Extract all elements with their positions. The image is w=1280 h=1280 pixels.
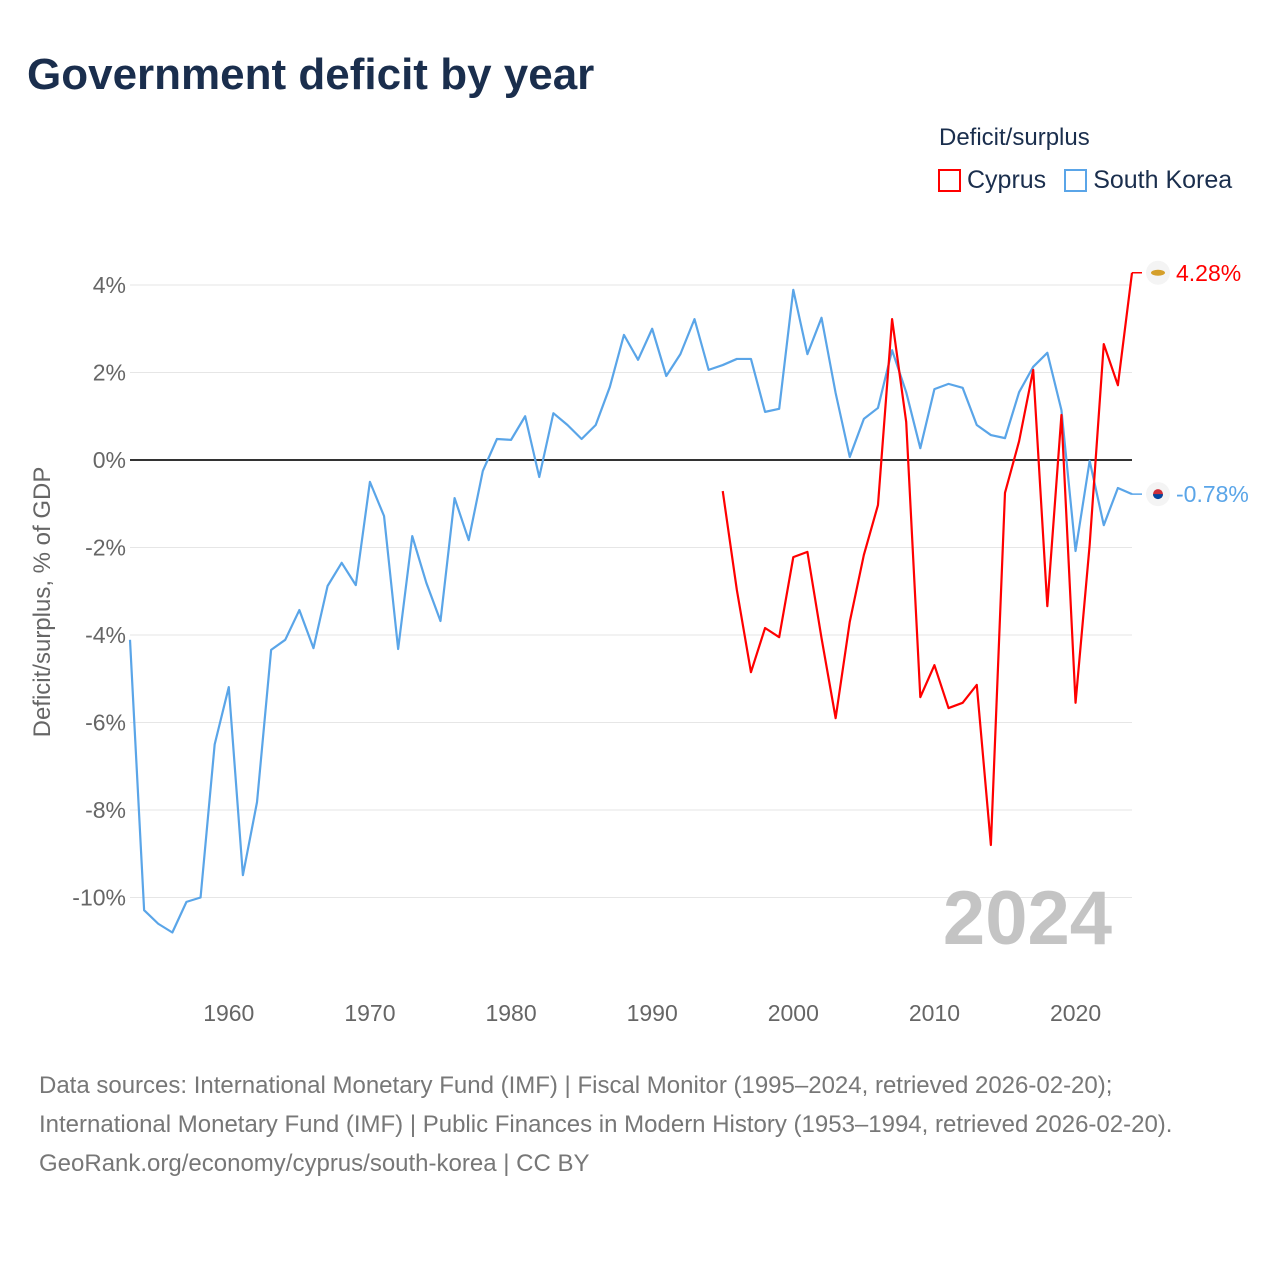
x-tick-label: 2010 bbox=[909, 1000, 960, 1026]
y-tick-label: 2% bbox=[93, 360, 126, 386]
legend-item-cyprus[interactable]: Cyprus bbox=[938, 166, 1046, 195]
legend: Cyprus South Korea bbox=[938, 166, 1232, 195]
series-line-south-korea bbox=[128, 288, 1133, 934]
y-tick-label: -6% bbox=[85, 710, 126, 736]
y-tick-label: -4% bbox=[85, 622, 126, 648]
footer: Data sources: International Monetary Fun… bbox=[39, 1066, 1239, 1183]
data-sources: Data sources: International Monetary Fun… bbox=[39, 1072, 1173, 1138]
y-tick-label: 4% bbox=[93, 272, 126, 298]
legend-item-south-korea[interactable]: South Korea bbox=[1064, 166, 1232, 195]
series-line-cyprus bbox=[721, 272, 1134, 847]
credit-link[interactable]: GeoRank.org/economy/cyprus/south-korea |… bbox=[39, 1150, 590, 1177]
x-tick-label: 1960 bbox=[203, 1000, 254, 1026]
legend-swatch-cyprus bbox=[938, 169, 961, 192]
y-tick-label: 0% bbox=[93, 447, 126, 473]
year-watermark: 2024 bbox=[943, 876, 1112, 961]
legend-title: Deficit/surplus bbox=[939, 124, 1090, 151]
x-tick-label: 1990 bbox=[627, 1000, 678, 1026]
legend-swatch-south-korea bbox=[1064, 169, 1088, 192]
flag-taegeuk-mark bbox=[1153, 494, 1163, 500]
x-tick-label: 1970 bbox=[344, 1000, 395, 1026]
legend-label: Cyprus bbox=[967, 166, 1047, 194]
y-tick-label: -8% bbox=[85, 797, 126, 823]
flag-map-mark bbox=[1151, 269, 1165, 276]
chart-title: Government deficit by year bbox=[27, 50, 595, 99]
x-tick-label: 2020 bbox=[1050, 1000, 1101, 1026]
end-value-label-south-korea: -0.78% bbox=[1176, 481, 1249, 507]
end-value-label-cyprus: 4.28% bbox=[1176, 260, 1241, 286]
x-tick-label: 1980 bbox=[485, 1000, 536, 1026]
y-tick-label: -10% bbox=[72, 885, 126, 911]
legend-label: South Korea bbox=[1093, 166, 1233, 194]
x-tick-label: 2000 bbox=[768, 1000, 819, 1026]
y-axis-label: Deficit/surplus, % of GDP bbox=[29, 467, 56, 738]
y-tick-label: -2% bbox=[85, 535, 126, 561]
